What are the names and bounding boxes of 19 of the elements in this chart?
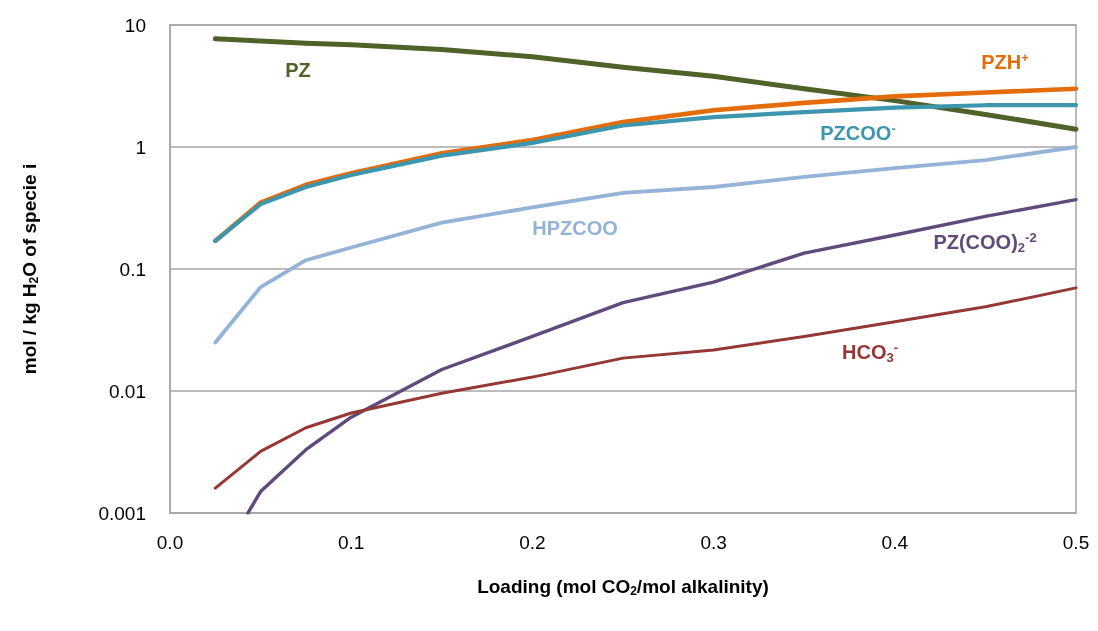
x-tick-label: 0.4 — [881, 532, 909, 553]
series-label: PZCOO- — [820, 120, 896, 144]
y-tick-label: 0.01 — [109, 380, 146, 402]
y-axis-title: mol / kg H2O of specie i — [18, 163, 41, 375]
x-tick-label: 0.5 — [1062, 532, 1090, 553]
x-tick-label: 0.3 — [700, 532, 727, 553]
line-series — [246, 197, 1078, 515]
series-label: PZH+ — [981, 49, 1030, 73]
x-tick-label: 0.1 — [337, 532, 365, 553]
x-tick-label: 0.0 — [156, 532, 184, 553]
y-tick-label: 1 — [135, 136, 146, 158]
line-series — [213, 145, 1078, 345]
line-series — [213, 286, 1078, 490]
y-tick-label: 0.1 — [119, 258, 146, 280]
series-label: PZ — [285, 59, 311, 81]
x-tick-label: 0.2 — [519, 532, 546, 553]
series-label: HPZCOO — [532, 217, 618, 239]
y-tick-label: 0.001 — [98, 502, 146, 524]
y-tick-label: 10 — [124, 14, 146, 36]
